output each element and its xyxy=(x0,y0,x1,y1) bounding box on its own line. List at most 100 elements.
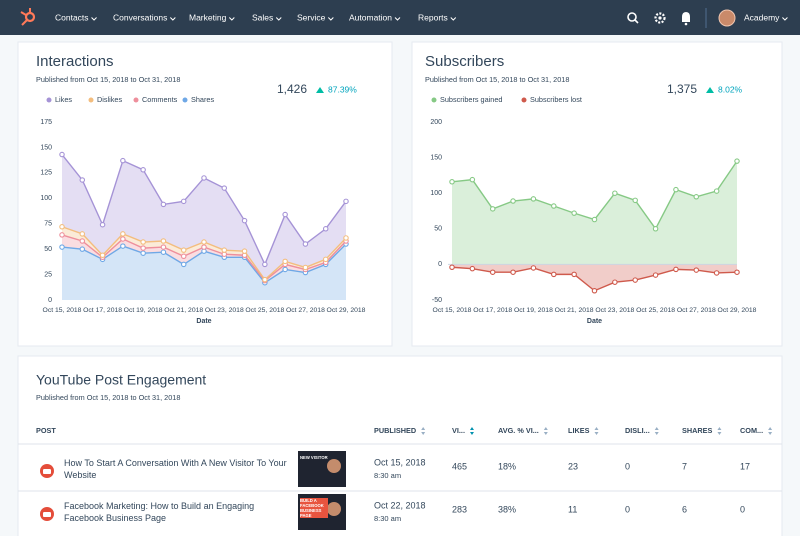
sort-indicator xyxy=(543,427,548,435)
published-time: 8:30 am xyxy=(374,471,401,480)
post-title[interactable]: Facebook Marketing: How to Build an Enga… xyxy=(64,500,294,528)
legend-label: Subscribers gained xyxy=(440,95,502,104)
chart-title: Subscribers xyxy=(425,53,504,70)
x-axis-label: Date xyxy=(196,318,211,325)
dropdown-caret xyxy=(275,17,282,21)
data-point xyxy=(262,261,268,268)
nav-item[interactable]: Contacts xyxy=(55,12,89,22)
avatar[interactable] xyxy=(718,9,736,27)
y-tick-label: 175 xyxy=(40,119,52,126)
nav-item[interactable]: Automation xyxy=(349,12,392,22)
youtube-icon-inner xyxy=(43,469,51,474)
data-point xyxy=(79,177,86,183)
table-cell: 6 xyxy=(682,504,687,514)
y-tick-label: 25 xyxy=(44,271,52,278)
notifications-icon[interactable] xyxy=(682,12,690,26)
sort-indicator xyxy=(469,427,474,435)
logo[interactable] xyxy=(20,8,36,26)
y-tick-label: 150 xyxy=(40,144,52,151)
legend-label: Subscribers lost xyxy=(530,95,582,104)
data-point xyxy=(530,265,537,271)
data-point xyxy=(180,261,187,268)
data-point xyxy=(160,244,167,250)
data-point xyxy=(79,231,86,237)
table-cell: 0 xyxy=(740,504,745,514)
column-header[interactable]: AVG. % VI... xyxy=(498,426,539,435)
data-point xyxy=(180,247,187,253)
data-point xyxy=(734,158,740,164)
post-title-text[interactable]: How To Start A Conversation With A New V… xyxy=(64,458,287,480)
data-point xyxy=(59,244,65,250)
column-header[interactable]: VI... xyxy=(452,426,465,435)
x-tick-label: Oct 15, 2018 xyxy=(433,307,472,314)
post-title-text[interactable]: Facebook Marketing: How to Build an Enga… xyxy=(64,501,255,523)
y-tick-label: -50 xyxy=(432,297,442,304)
y-tick-label: 125 xyxy=(40,170,52,177)
y-tick-label: 0 xyxy=(438,261,442,268)
column-header[interactable]: PUBLISHED xyxy=(374,426,416,435)
published-date: Oct 15, 2018 xyxy=(374,457,426,467)
table-cell: 38% xyxy=(498,504,516,514)
data-point xyxy=(693,267,700,273)
data-point xyxy=(302,241,309,247)
post-title[interactable]: How To Start A Conversation With A New V… xyxy=(64,457,294,485)
data-point xyxy=(673,266,679,273)
data-point xyxy=(160,201,167,208)
nav-item[interactable]: Sales xyxy=(252,12,273,22)
summary-value: 1,375 xyxy=(667,82,697,96)
trend-up-icon xyxy=(316,87,324,93)
x-tick-label: Oct 27, 2018 xyxy=(677,307,716,314)
data-point xyxy=(59,232,65,238)
data-point xyxy=(632,197,638,204)
column-header: POST xyxy=(36,426,56,435)
account-name[interactable]: Academy xyxy=(744,12,780,22)
table-cell: 11 xyxy=(568,504,577,514)
x-tick-label: Oct 27, 2018 xyxy=(286,307,325,314)
table-cell: 0 xyxy=(625,504,630,514)
column-header[interactable]: SHARES xyxy=(682,426,713,435)
data-point xyxy=(302,264,309,271)
data-point xyxy=(530,196,537,202)
thumbnail-caption: NEW VISITOR xyxy=(300,455,328,460)
nav-item[interactable]: Reports xyxy=(418,12,448,22)
data-point xyxy=(343,235,349,241)
search-icon[interactable] xyxy=(627,12,639,24)
legend-swatch xyxy=(521,97,527,103)
data-point xyxy=(449,264,455,270)
y-tick-label: 0 xyxy=(48,297,52,304)
y-tick-label: 100 xyxy=(40,195,52,202)
data-point xyxy=(282,266,288,273)
data-point xyxy=(201,244,207,250)
published-time: 8:30 am xyxy=(374,514,401,523)
data-point xyxy=(99,252,106,258)
x-tick-label: Oct 17, 2018 xyxy=(473,307,512,314)
nav-item[interactable]: Conversations xyxy=(113,12,167,22)
data-point xyxy=(591,216,598,223)
sort-indicator xyxy=(717,427,722,435)
data-point xyxy=(510,198,516,204)
thumbnail-face xyxy=(327,502,341,516)
dropdown-caret xyxy=(327,17,334,21)
x-tick-label: Oct 21, 2018 xyxy=(164,307,203,314)
data-point xyxy=(469,176,476,183)
data-point xyxy=(571,210,577,216)
change-value: 87.39% xyxy=(328,84,357,94)
sort-indicator xyxy=(421,427,426,435)
table-subtitle: Published from Oct 15, 2018 to Oct 31, 2… xyxy=(36,393,180,402)
x-tick-label: Oct 29, 2018 xyxy=(718,307,757,314)
column-header[interactable]: DISLI... xyxy=(625,426,650,435)
nav-item[interactable]: Marketing xyxy=(189,12,227,22)
legend-swatch xyxy=(46,97,52,103)
x-tick-label: Oct 23, 2018 xyxy=(595,307,634,314)
legend-swatch xyxy=(88,97,94,103)
legend-label: Shares xyxy=(191,95,214,104)
sort-indicator xyxy=(594,427,599,435)
column-header[interactable]: LIKES xyxy=(568,426,590,435)
area-fill xyxy=(62,226,346,281)
data-point xyxy=(322,226,329,232)
nav-item[interactable]: Service xyxy=(297,12,326,22)
data-point xyxy=(322,256,329,263)
column-header[interactable]: COM... xyxy=(740,426,763,435)
data-point xyxy=(591,287,598,294)
settings-icon[interactable] xyxy=(654,12,666,24)
